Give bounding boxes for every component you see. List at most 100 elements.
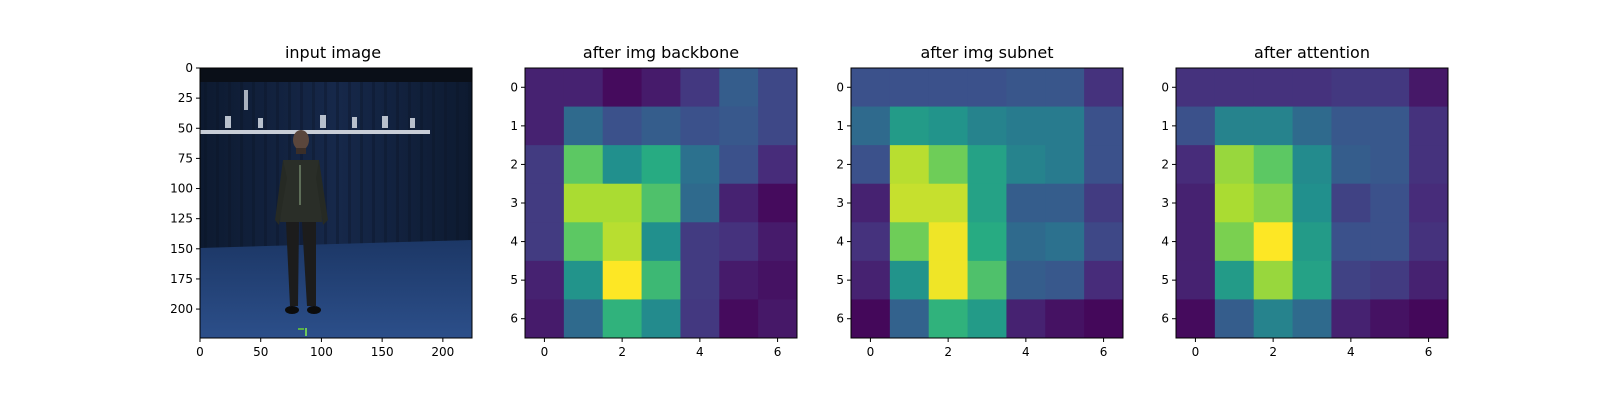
heatmap-cell — [889, 68, 930, 108]
heatmap-cell — [1253, 68, 1294, 108]
heatmap-cell — [602, 145, 643, 185]
heatmap-cell — [1214, 260, 1255, 300]
x-tick-label: 4 — [1022, 345, 1030, 359]
heatmap-cell — [1292, 260, 1332, 300]
x-tick-label: 6 — [1100, 345, 1108, 359]
panel-after-attention: after attention 0 2 4 6 0 1 2 3 4 5 6 — [1161, 43, 1449, 359]
heatmap-cell — [641, 299, 681, 339]
y-tick-label: 0 — [836, 80, 844, 94]
heatmap-cell — [851, 68, 891, 108]
heatmap-cell — [1409, 106, 1449, 146]
heatmap-cell — [1331, 222, 1371, 262]
heatmap-cell — [967, 299, 1007, 339]
heatmap — [851, 68, 1124, 339]
heatmap-cell — [525, 145, 565, 185]
heatmap-cell — [1045, 222, 1085, 262]
heatmap-cell — [1292, 183, 1332, 223]
heatmap-cell — [1084, 145, 1124, 185]
heatmap-cell — [719, 106, 759, 146]
heatmap-cell — [1292, 222, 1332, 262]
y-tick-label: 50 — [178, 121, 193, 135]
heatmap-cell — [1292, 106, 1332, 146]
heatmap-cell — [1292, 68, 1332, 108]
x-tick-label: 2 — [1269, 345, 1277, 359]
heatmap-cell — [525, 222, 565, 262]
heatmap-cell — [563, 299, 604, 339]
x-tick-label: 6 — [1425, 345, 1433, 359]
heatmap-cell — [525, 106, 565, 146]
heatmap-cell — [1006, 106, 1046, 146]
heatmap-cell — [1006, 183, 1046, 223]
heatmap-cell — [1409, 260, 1449, 300]
heatmap-cell — [758, 145, 798, 185]
heatmap-cell — [758, 183, 798, 223]
x-axis: 0 2 4 6 — [541, 338, 781, 359]
heatmap-cell — [928, 299, 969, 339]
heatmap-cell — [1006, 260, 1046, 300]
heatmap-cell — [967, 106, 1007, 146]
heatmap-cell — [1214, 222, 1255, 262]
heatmap-cell — [602, 183, 643, 223]
heatmap-cell — [928, 106, 969, 146]
heatmap-cell — [680, 106, 720, 146]
heatmap-cell — [1045, 106, 1085, 146]
heatmap-cell — [719, 145, 759, 185]
y-tick-label: 0 — [1161, 80, 1169, 94]
heatmap-cell — [851, 145, 891, 185]
heatmap-cell — [1084, 68, 1124, 108]
x-tick-label: 0 — [196, 345, 204, 359]
heatmap-cell — [680, 260, 720, 300]
panel-after-img-subnet: after img subnet 0 2 4 6 0 1 2 3 4 5 6 — [836, 43, 1124, 359]
y-tick-label: 100 — [170, 182, 193, 196]
heatmap-cell — [1331, 299, 1371, 339]
heatmap-cell — [851, 106, 891, 146]
y-tick-label: 175 — [170, 272, 193, 286]
input-photo — [200, 68, 472, 338]
heatmap-cell — [1176, 145, 1216, 185]
heatmap-cell — [758, 222, 798, 262]
y-tick-label: 2 — [836, 157, 844, 171]
heatmap-cell — [1409, 299, 1449, 339]
y-tick-label: 4 — [510, 235, 518, 249]
heatmap-cell — [1214, 183, 1255, 223]
panel-title: after attention — [1254, 43, 1370, 62]
y-tick-label: 6 — [1161, 312, 1169, 326]
heatmap-cell — [1370, 299, 1410, 339]
heatmap-cell — [1045, 145, 1085, 185]
y-tick-label: 25 — [178, 91, 193, 105]
y-axis: 0 1 2 3 4 5 6 — [510, 80, 525, 326]
heatmap-cell — [758, 299, 798, 339]
y-tick-label: 3 — [1161, 196, 1169, 210]
heatmap-cell — [1409, 183, 1449, 223]
heatmap-cell — [1176, 68, 1216, 108]
heatmap-cell — [563, 260, 604, 300]
heatmap-cell — [1331, 260, 1371, 300]
heatmap-cell — [602, 106, 643, 146]
heatmap-cell — [1409, 222, 1449, 262]
heatmap-cell — [889, 106, 930, 146]
heatmap-cell — [889, 145, 930, 185]
y-axis: 0 1 2 3 4 5 6 — [836, 80, 851, 326]
heatmap-cell — [602, 260, 643, 300]
heatmap-cell — [928, 260, 969, 300]
panel-title: input image — [285, 43, 381, 62]
heatmap-cell — [1292, 299, 1332, 339]
heatmap-cell — [602, 222, 643, 262]
y-tick-label: 3 — [836, 196, 844, 210]
panel-input-image: input image — [170, 43, 473, 359]
heatmap-cell — [1006, 145, 1046, 185]
heatmap-cell — [602, 68, 643, 108]
y-tick-label: 6 — [836, 312, 844, 326]
heatmap-cell — [889, 222, 930, 262]
heatmap-cell — [1253, 222, 1294, 262]
heatmap-cell — [928, 222, 969, 262]
heatmap-cell — [719, 260, 759, 300]
heatmap-cell — [928, 183, 969, 223]
heatmap-cell — [1006, 222, 1046, 262]
x-axis: 0 2 4 6 — [1192, 338, 1433, 359]
y-tick-label: 4 — [1161, 235, 1169, 249]
heatmap-cell — [928, 145, 969, 185]
heatmap-cell — [641, 183, 681, 223]
x-axis: 0 2 4 6 — [867, 338, 1108, 359]
heatmap-cell — [928, 68, 969, 108]
